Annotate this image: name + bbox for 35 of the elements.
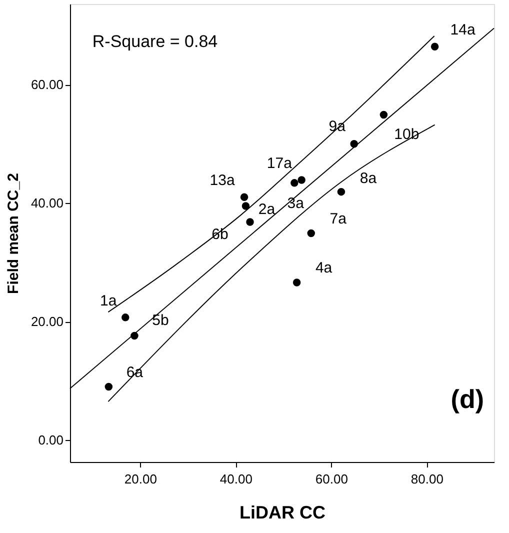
point [104,382,113,391]
point [290,179,298,187]
x-tick-label: 40.00 [220,472,252,486]
annotation: 17a [266,154,293,172]
point [122,314,130,322]
point [240,193,248,202]
x-tick-label: 60.00 [315,472,348,486]
y-axis-title: Field mean CC_2 [4,173,22,294]
annotation: 1a [100,292,118,310]
y-tick-label: 0.00 [38,432,64,448]
y-tick-label: 60.00 [30,77,64,92]
point [337,188,346,196]
annotation: 10b [394,126,420,143]
annotation: 3a [287,194,305,212]
annotation: 7a [330,210,348,228]
point [242,202,250,210]
point [380,110,388,119]
point [246,218,254,226]
point [292,278,301,286]
x-axis-title: LiDAR CC [240,502,326,522]
annotation: 14a [450,22,476,39]
annotation: 5b [152,312,169,329]
y-tick-label: 20.00 [30,314,64,330]
annotation: 4a [315,259,333,276]
annotation: 8a [360,170,378,187]
x-tick-label: 80.00 [410,472,444,486]
annotation: R-Square = 0.84 [92,32,218,51]
point [298,176,306,184]
annotation: 2a [258,201,276,218]
point [307,229,315,238]
x-tick-label: 20.00 [124,472,157,486]
y-tick-label: 40.00 [30,196,64,211]
point [430,42,439,51]
annotation: (d) [450,384,484,414]
annotation: 13a [210,172,236,190]
